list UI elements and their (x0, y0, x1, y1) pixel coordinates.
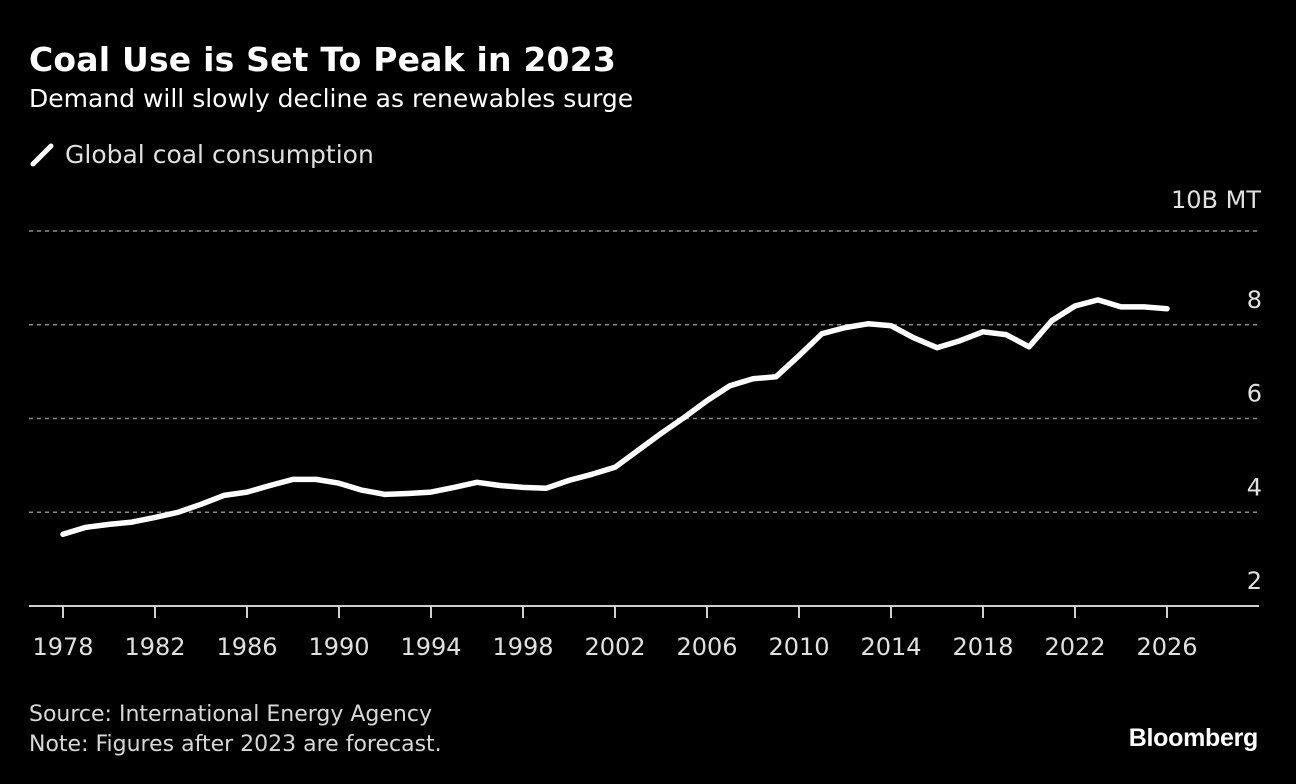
x-tick-label: 1990 (308, 633, 369, 661)
x-tick-label: 2010 (768, 633, 829, 661)
x-tick-label: 2022 (1044, 633, 1105, 661)
x-tick-label: 1986 (216, 633, 277, 661)
x-tick-label: 1978 (32, 633, 93, 661)
forecast-note: Note: Figures after 2023 are forecast. (29, 732, 442, 757)
bloomberg-logo: Bloomberg (1128, 724, 1259, 752)
chart-subtitle: Demand will slowly decline as renewables… (29, 84, 634, 113)
x-axis-ticks: 1978 1982 1986 1990 1994 1998 2002 2006 2010 2014… (32, 606, 1198, 661)
y-axis-unit-label: 10B MT (1171, 186, 1261, 214)
x-tick-label: 2006 (676, 633, 737, 661)
gridlines (29, 230, 1259, 514)
x-tick-label: 1994 (400, 633, 461, 661)
legend-label: Global coal consumption (65, 140, 374, 169)
chart-title: Coal Use is Set To Peak in 2023 (29, 40, 617, 79)
x-tick-label: 2018 (952, 633, 1013, 661)
y-tick-label: 8 (1247, 286, 1262, 314)
legend-line-icon (30, 143, 54, 166)
footer-notes: Source: International Energy Agency Note… (29, 700, 442, 760)
legend: Global coal consumption (29, 140, 374, 169)
y-tick-label: 2 (1247, 567, 1262, 595)
x-tick-label: 2002 (584, 633, 645, 661)
x-tick-label: 1982 (124, 633, 185, 661)
series-line-global-coal-consumption (60, 297, 1170, 538)
y-tick-label: 6 (1247, 380, 1262, 408)
x-tick-label: 1998 (492, 633, 553, 661)
y-axis-ticks: 8 6 4 2 (1247, 286, 1262, 595)
series-layer (60, 297, 1170, 538)
x-tick-label: 2014 (860, 633, 921, 661)
x-tick-label: 2026 (1136, 633, 1197, 661)
y-tick-label: 4 (1247, 473, 1262, 501)
source-note: Source: International Energy Agency (29, 702, 432, 727)
